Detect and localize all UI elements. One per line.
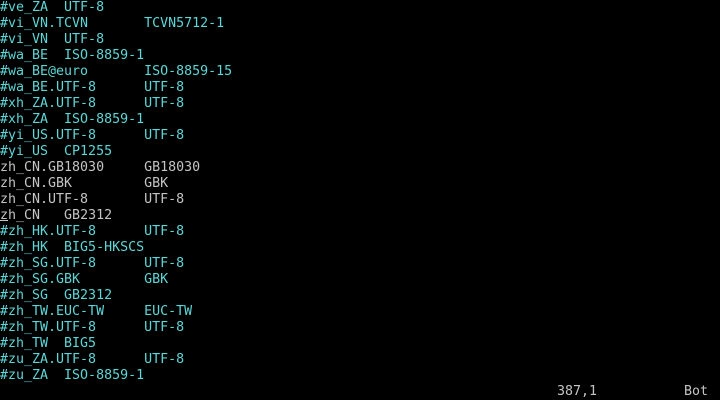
locale-line[interactable]: zh_CN.GBK GBK: [0, 176, 169, 191]
commented-locale-line[interactable]: #ve_ZA UTF-8: [0, 0, 105, 15]
locale-line[interactable]: zh_CN GB2312: [0, 208, 112, 224]
commented-locale-line[interactable]: #vi_VN.TCVN TCVN5712-1: [0, 16, 225, 31]
commented-locale-line[interactable]: #zu_ZA.UTF-8 UTF-8: [0, 352, 185, 367]
commented-locale-line[interactable]: #zh_SG.UTF-8 UTF-8: [0, 256, 185, 271]
commented-locale-line[interactable]: #zh_TW BIG5: [0, 336, 97, 351]
commented-locale-line[interactable]: #zh_HK.UTF-8 UTF-8: [0, 224, 185, 239]
commented-locale-line[interactable]: #zh_TW.UTF-8 UTF-8: [0, 320, 185, 335]
commented-locale-line[interactable]: #wa_BE ISO-8859-1: [0, 48, 145, 63]
commented-locale-line[interactable]: #zh_TW.EUC-TW EUC-TW: [0, 304, 193, 319]
commented-locale-line[interactable]: #zh_HK BIG5-HKSCS: [0, 240, 145, 255]
commented-locale-line[interactable]: #zh_SG.GBK GBK: [0, 272, 169, 287]
cursor-position: 387,1: [557, 384, 598, 399]
commented-locale-line[interactable]: #zh_SG GB2312: [0, 288, 113, 303]
commented-locale-line[interactable]: #wa_BE@euro ISO-8859-15: [0, 64, 233, 79]
commented-locale-line[interactable]: #vi_VN UTF-8: [0, 32, 105, 47]
commented-locale-line[interactable]: #yi_US.UTF-8 UTF-8: [0, 128, 185, 143]
commented-locale-line[interactable]: #yi_US CP1255: [0, 144, 113, 159]
scroll-indicator: Bot: [684, 384, 709, 399]
commented-locale-line[interactable]: #zu_ZA ISO-8859-1: [0, 368, 145, 383]
commented-locale-line[interactable]: #wa_BE.UTF-8 UTF-8: [0, 80, 185, 95]
commented-locale-line[interactable]: #xh_ZA.UTF-8 UTF-8: [0, 96, 185, 111]
commented-locale-line[interactable]: #xh_ZA ISO-8859-1: [0, 112, 145, 127]
locale-line[interactable]: zh_CN.UTF-8 UTF-8: [0, 192, 185, 207]
locale-line[interactable]: zh_CN.GB18030 GB18030: [0, 160, 201, 175]
line-text: h_CN GB2312: [8, 208, 113, 223]
text-cursor: z: [0, 208, 9, 223]
